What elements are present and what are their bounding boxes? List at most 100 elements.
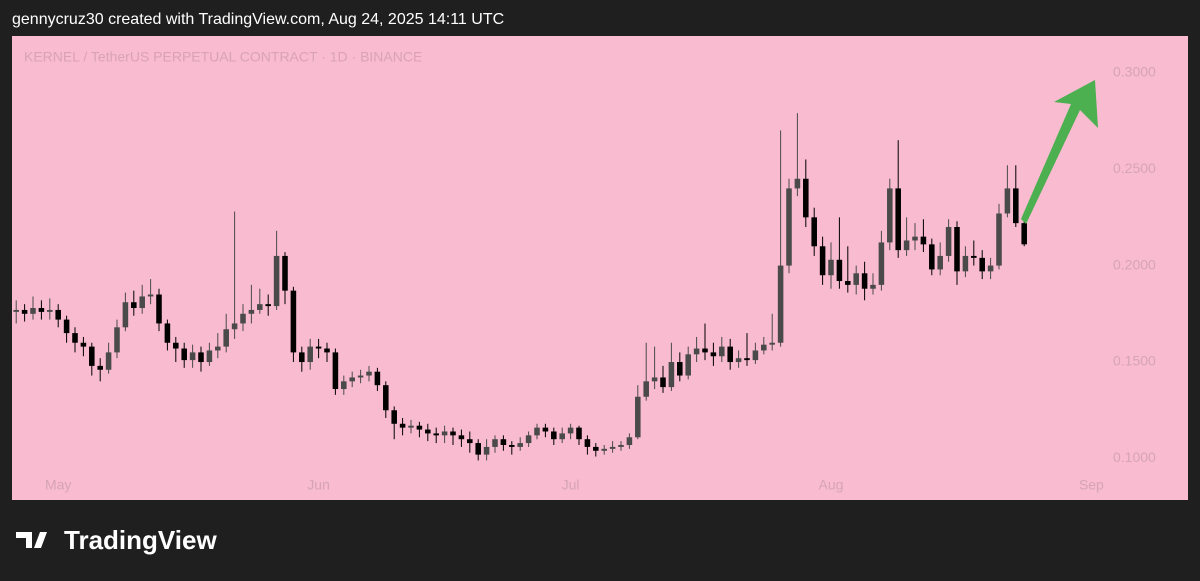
candle-body xyxy=(467,439,473,444)
candle-body xyxy=(425,429,431,434)
y-tick-label: 0.3000 xyxy=(1113,63,1156,79)
candle-body xyxy=(735,358,742,363)
x-tick-label: Sep xyxy=(1079,477,1104,493)
candle-body xyxy=(366,371,372,376)
candle-body xyxy=(635,396,641,438)
candle-body xyxy=(215,346,221,351)
candle-body xyxy=(458,435,465,440)
candle-body xyxy=(828,259,834,276)
candle-body xyxy=(483,446,490,455)
candle-body xyxy=(693,348,700,355)
logo-text: TradingView xyxy=(64,525,217,555)
candle-body xyxy=(912,236,918,241)
candle-body xyxy=(954,226,960,272)
candle-body xyxy=(920,236,927,245)
candle-body xyxy=(870,284,876,289)
candle-body xyxy=(769,342,775,345)
candle-body xyxy=(105,352,112,370)
candle-body xyxy=(248,309,255,314)
logo: TradingView xyxy=(16,525,217,555)
candle-body xyxy=(383,385,389,411)
header-text: gennycruz30 created with TradingView.com… xyxy=(12,11,504,28)
candle-body xyxy=(962,255,969,272)
candle-body xyxy=(551,431,557,440)
candle-body xyxy=(777,265,784,343)
y-tick-label: 0.2500 xyxy=(1113,160,1156,176)
candle-body xyxy=(971,255,977,258)
candle-body xyxy=(803,178,809,218)
candle-body xyxy=(240,313,246,324)
candle-body xyxy=(273,255,280,307)
candle-body xyxy=(929,244,935,270)
y-tick-label: 0.1000 xyxy=(1113,449,1156,465)
candle-body xyxy=(290,290,297,353)
candle-body xyxy=(89,346,95,366)
candle-body xyxy=(601,448,607,451)
candle-body xyxy=(38,308,45,312)
plot-area: 0.1000 0.1500 0.2000 0.2500 0.3000 May Jun Jul A… xyxy=(13,63,1156,493)
candle-body xyxy=(1021,223,1027,245)
candle-body xyxy=(72,333,78,343)
candle-body xyxy=(475,443,481,455)
candle-body xyxy=(1004,188,1011,214)
candle-body xyxy=(341,381,347,390)
candle-body xyxy=(668,362,675,388)
candle-body xyxy=(710,352,717,357)
candle-body xyxy=(794,178,801,189)
candle-body xyxy=(63,319,70,334)
candle-body xyxy=(819,246,826,276)
candle-body xyxy=(450,431,456,436)
candle-body xyxy=(299,352,305,363)
candle-body xyxy=(80,342,87,347)
candle-body xyxy=(525,435,532,444)
candle-body xyxy=(265,304,271,307)
candle-body xyxy=(416,425,423,430)
candle-body xyxy=(987,265,994,272)
candle-body xyxy=(609,446,616,449)
candle-body xyxy=(147,294,154,297)
candle-body xyxy=(878,242,885,285)
candle-body xyxy=(534,427,540,436)
candle-body xyxy=(231,323,238,330)
candle-body xyxy=(257,304,263,310)
x-tick-label: Aug xyxy=(819,477,844,493)
candle-body xyxy=(122,302,129,328)
candle-body xyxy=(1013,188,1019,224)
candle-body xyxy=(761,344,767,351)
candle-body xyxy=(811,217,817,247)
candle-body xyxy=(845,281,851,285)
candle-body xyxy=(593,446,599,451)
x-tick-label: Jun xyxy=(307,477,330,493)
candle-body xyxy=(836,259,843,282)
x-tick-label: May xyxy=(45,477,71,493)
candle-body xyxy=(786,188,792,266)
candle-body xyxy=(223,329,229,347)
candle-body xyxy=(752,350,759,361)
candle-body xyxy=(702,348,708,353)
candle-body xyxy=(979,257,985,272)
x-tick-label: Jul xyxy=(562,477,580,493)
candle-body xyxy=(189,352,196,361)
candle-body xyxy=(903,240,910,251)
candle-body xyxy=(441,431,448,436)
candle-body xyxy=(324,348,330,353)
candle-body xyxy=(542,427,549,432)
candle-body xyxy=(500,439,507,445)
y-tick-label: 0.1500 xyxy=(1113,353,1156,369)
candle-body xyxy=(643,381,649,397)
candle-body xyxy=(559,433,565,440)
chart-title: KERNEL / TetherUS PERPETUAL CONTRACT · 1… xyxy=(24,49,422,65)
candle-body xyxy=(349,377,355,382)
candle-body xyxy=(996,213,1002,266)
candle-body xyxy=(887,188,893,243)
candle-body xyxy=(937,255,943,270)
candle-body xyxy=(576,427,582,440)
candle-body xyxy=(408,425,414,428)
candle-body xyxy=(332,352,339,390)
candle-body xyxy=(97,365,103,370)
candle-body xyxy=(13,309,19,312)
candle-body xyxy=(685,354,691,376)
candle-body xyxy=(399,423,406,428)
candle-body xyxy=(139,296,145,309)
